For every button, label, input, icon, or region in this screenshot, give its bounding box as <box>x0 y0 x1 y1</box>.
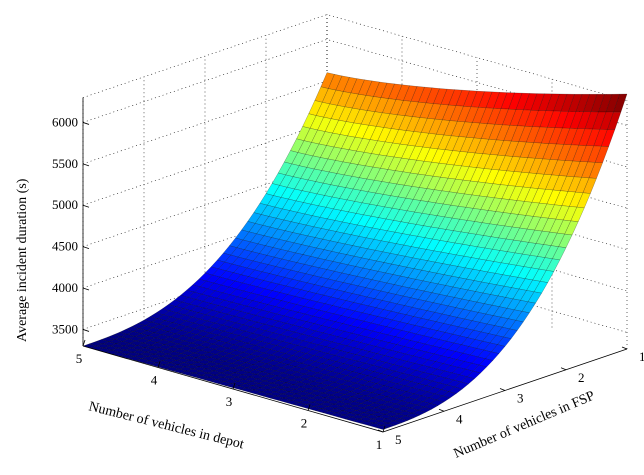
z-tick <box>82 246 90 250</box>
x-tick <box>382 425 386 433</box>
y-tick-label: 1 <box>639 349 644 364</box>
y-tick <box>377 429 384 433</box>
z-tick-label: 4000 <box>52 280 78 295</box>
y-tick-label: 4 <box>456 411 463 426</box>
z-tick <box>82 287 90 291</box>
z-tick <box>82 122 90 125</box>
y-tick <box>560 367 567 371</box>
x-tick-label: 1 <box>376 437 383 452</box>
y-tick <box>438 408 445 412</box>
z-tick-label: 5500 <box>52 156 78 171</box>
x-tick-label: 4 <box>151 373 158 388</box>
surface-patch <box>374 425 390 430</box>
z-tick <box>82 163 90 167</box>
z-tick-label: 5000 <box>52 197 78 212</box>
y-axis-label: Number of vehicles in FSP <box>452 389 598 462</box>
x-tick <box>232 382 236 390</box>
z-tick <box>82 329 90 332</box>
y-tick-label: 2 <box>578 370 585 385</box>
z-tick <box>82 204 90 208</box>
y-tick <box>499 388 506 391</box>
z-axis-label: Average incident duration (s) <box>15 178 30 342</box>
y-tick-label: 3 <box>517 391 524 406</box>
y-tick-label: 5 <box>395 432 402 447</box>
y-tick <box>621 346 628 350</box>
x-tick <box>157 361 161 368</box>
x-tick-label: 5 <box>76 351 83 366</box>
x-tick-label: 2 <box>301 416 308 431</box>
surface-layer <box>82 72 628 430</box>
z-tick-label: 4500 <box>52 239 78 254</box>
z-tick-label: 6000 <box>52 114 78 129</box>
x-axis-label: Number of vehicles in depot <box>87 399 245 452</box>
x-tick <box>307 404 311 411</box>
z-tick-label: 3500 <box>52 321 78 336</box>
x-tick <box>82 339 86 347</box>
x-tick-label: 3 <box>226 394 233 409</box>
